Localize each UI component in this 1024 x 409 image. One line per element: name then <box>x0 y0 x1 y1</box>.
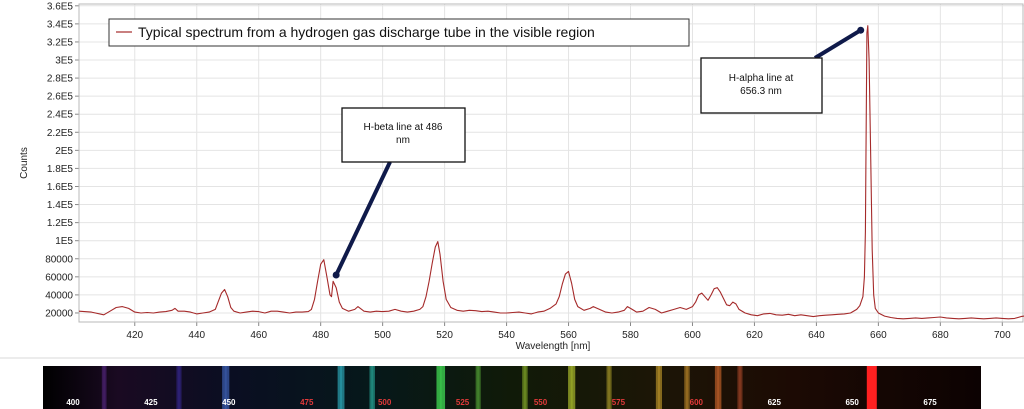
y-tick-label: 3.2E5 <box>47 37 74 48</box>
grid <box>79 4 1024 322</box>
y-tick-label: 3.6E5 <box>47 1 74 12</box>
legend: Typical spectrum from a hydrogen gas dis… <box>108 18 690 47</box>
x-tick-label: 600 <box>684 330 701 341</box>
y-tick-label: 2.8E5 <box>47 74 74 85</box>
spectrum-line-core <box>685 366 688 409</box>
spectrum-band-label: 575 <box>612 398 626 407</box>
spectrum-line-core <box>523 366 526 409</box>
x-tick-label: 560 <box>560 330 577 341</box>
x-tick-label: 640 <box>808 330 825 341</box>
x-tick-label: 620 <box>746 330 763 341</box>
annotation-h-alpha-text-2: 656.3 nm <box>740 86 782 97</box>
spectrum-band-label: 600 <box>690 398 704 407</box>
spectrum-band-label: 450 <box>222 398 236 407</box>
spectrum-line-core <box>177 366 180 409</box>
y-tick-label: 2.2E5 <box>47 128 74 139</box>
spectrum-line-core <box>477 366 480 409</box>
y-tick-label: 80000 <box>45 254 73 265</box>
spectrum-line <box>737 366 743 409</box>
y-tick-label: 60000 <box>45 272 73 283</box>
y-tick-label: 1.8E5 <box>47 164 74 175</box>
annotation-h-alpha-dot <box>857 26 865 34</box>
spectrum-line-core <box>371 366 374 409</box>
y-tick-label: 20000 <box>45 308 73 319</box>
y-tick-label: 1E5 <box>55 236 73 247</box>
legend-box <box>108 18 690 47</box>
spectrum-line <box>655 366 663 409</box>
annotation-h-alpha-text-1: H-alpha line at <box>729 73 794 84</box>
x-tick-label: 500 <box>374 330 391 341</box>
annotation-h-alpha: H-alpha line at 656.3 nm <box>700 26 865 114</box>
spectrum-band-label: 700 <box>1001 398 1015 407</box>
spectrum-line-core <box>717 366 720 409</box>
spectrum-band-lines <box>101 366 877 409</box>
y-tick-label: 2.4E5 <box>47 110 74 121</box>
spectrum-line-core <box>870 366 873 409</box>
spectrum-band: 400 425 450 475 500 525 550 575 600 625 650 675 700 <box>43 366 1015 409</box>
spectrum-line <box>684 366 690 409</box>
spectrum-band-label: 475 <box>300 398 314 407</box>
spectrum-band-label: 550 <box>534 398 548 407</box>
spectrum-band-labels: 400 425 450 475 500 525 550 575 600 625 650 675 700 <box>66 398 1015 407</box>
annotation-h-beta-text-1: H-beta line at 486 <box>364 122 443 133</box>
spectrum-band-label: 425 <box>144 398 158 407</box>
spectrum-line-core <box>738 366 741 409</box>
x-axis-label: Wavelength [nm] <box>516 341 591 352</box>
spectrum-line-core <box>103 366 106 409</box>
y-tick-label: 1.2E5 <box>47 218 74 229</box>
spectrum-line <box>475 366 481 409</box>
spectrum-line-core <box>657 366 660 409</box>
y-axis-label: Counts <box>19 147 30 179</box>
spectrum-line <box>176 366 182 409</box>
spectrum-band-label: 625 <box>768 398 782 407</box>
spectrum-band-label: 675 <box>923 398 937 407</box>
spectrum-band-label: 400 <box>66 398 80 407</box>
spectrum-line <box>606 366 612 409</box>
annotation-h-alpha-box <box>700 57 823 114</box>
spectrum-line-core <box>340 366 343 409</box>
x-tick-label: 460 <box>250 330 267 341</box>
spectrum-band-label: 525 <box>456 398 470 407</box>
spectrum-line-core <box>570 366 573 409</box>
x-tick-label: 520 <box>436 330 453 341</box>
x-tick-label: 680 <box>932 330 949 341</box>
y-tick-label: 3.4E5 <box>47 19 74 30</box>
x-tick-label: 580 <box>622 330 639 341</box>
annotation-h-beta-text-2: nm <box>396 135 410 146</box>
annotation-h-beta: H-beta line at 486 nm <box>332 107 466 279</box>
y-tick-label: 1.4E5 <box>47 200 74 211</box>
spectrum-series-line <box>78 25 1024 320</box>
x-tick-label: 440 <box>188 330 205 341</box>
legend-entry: Typical spectrum from a hydrogen gas dis… <box>138 24 595 40</box>
spectrum-band-label: 500 <box>378 398 392 407</box>
x-tick-label: 480 <box>312 330 329 341</box>
annotation-h-beta-pointer <box>334 161 392 276</box>
y-tick-label: 1.6E5 <box>47 182 74 193</box>
spectrum-line <box>522 366 528 409</box>
spectrum-band-label: 650 <box>845 398 859 407</box>
spectrum-line <box>101 366 107 409</box>
spectrum-line-core <box>224 366 227 409</box>
y-axis-ticks: 20000 40000 60000 80000 1E5 1.2E5 1.4E5 1.6E5 1.… <box>45 1 79 319</box>
x-tick-label: 540 <box>498 330 515 341</box>
spectrum-line-core <box>439 366 442 409</box>
y-tick-label: 2E5 <box>55 146 73 157</box>
y-tick-label: 2.6E5 <box>47 92 74 103</box>
annotation-h-beta-box <box>341 107 466 163</box>
spectrum-band-background <box>43 366 981 409</box>
x-axis-ticks: 420 440 460 480 500 520 540 560 580 600 620 640 660 6… <box>126 322 1011 341</box>
x-tick-label: 700 <box>994 330 1011 341</box>
y-tick-label: 3E5 <box>55 56 73 67</box>
plot-frame <box>78 3 1024 323</box>
annotation-h-beta-dot <box>332 271 340 279</box>
x-tick-label: 660 <box>870 330 887 341</box>
spectrum-line <box>369 366 375 409</box>
x-tick-label: 420 <box>126 330 143 341</box>
y-tick-label: 40000 <box>45 290 73 301</box>
spectrum-line-core <box>608 366 611 409</box>
annotation-h-alpha-pointer <box>813 28 862 60</box>
